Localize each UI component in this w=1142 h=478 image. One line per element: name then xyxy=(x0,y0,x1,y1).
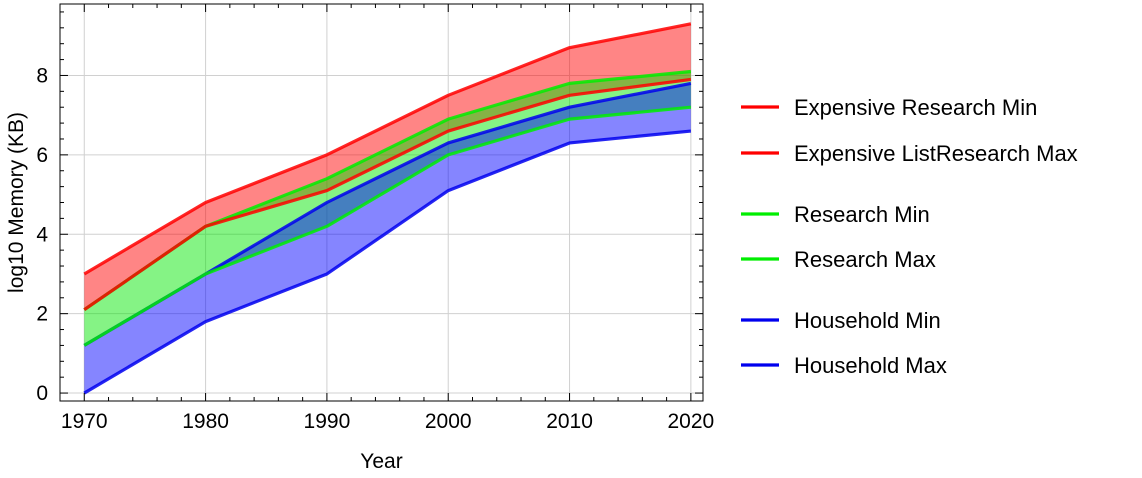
x-axis-label: Year xyxy=(360,450,402,473)
y-tick-label: 6 xyxy=(36,144,48,167)
y-tick-label: 0 xyxy=(36,382,48,405)
research-band xyxy=(84,71,691,346)
y-tick-label: 2 xyxy=(36,303,48,326)
legend-label: Household Max xyxy=(794,353,947,378)
y-tick-label: 8 xyxy=(36,64,48,87)
y-axis-label: log10 Memory (KB) xyxy=(5,112,28,293)
legend-label: Research Min xyxy=(794,202,930,227)
legend-label: Expensive Research Min xyxy=(794,95,1037,120)
expensive-band xyxy=(84,23,691,310)
grid xyxy=(60,4,703,401)
legend-label: Expensive ListResearch Max xyxy=(794,141,1078,166)
research-lower-line xyxy=(83,105,692,347)
x-tick-label: 1970 xyxy=(61,410,108,433)
expensive-upper-line xyxy=(83,22,692,276)
chart-lines xyxy=(83,22,692,395)
x-tick-label: 1990 xyxy=(304,410,351,433)
x-tick-label: 2010 xyxy=(546,410,593,433)
legend-label: Household Min xyxy=(794,308,941,333)
axis-ticks: 1970 1980 1990 2000 2010 2020 0 2 4 6 8 xyxy=(36,4,714,433)
y-tick-label: 4 xyxy=(36,223,48,246)
legend: Expensive Research Min Expensive ListRese… xyxy=(741,95,1078,378)
x-tick-label: 2000 xyxy=(425,410,472,433)
x-tick-label: 2020 xyxy=(668,410,715,433)
legend-label: Research Max xyxy=(794,247,936,272)
household-lower-line xyxy=(83,129,692,395)
expensive-lower-line xyxy=(83,77,692,312)
x-tick-label: 1980 xyxy=(182,410,229,433)
